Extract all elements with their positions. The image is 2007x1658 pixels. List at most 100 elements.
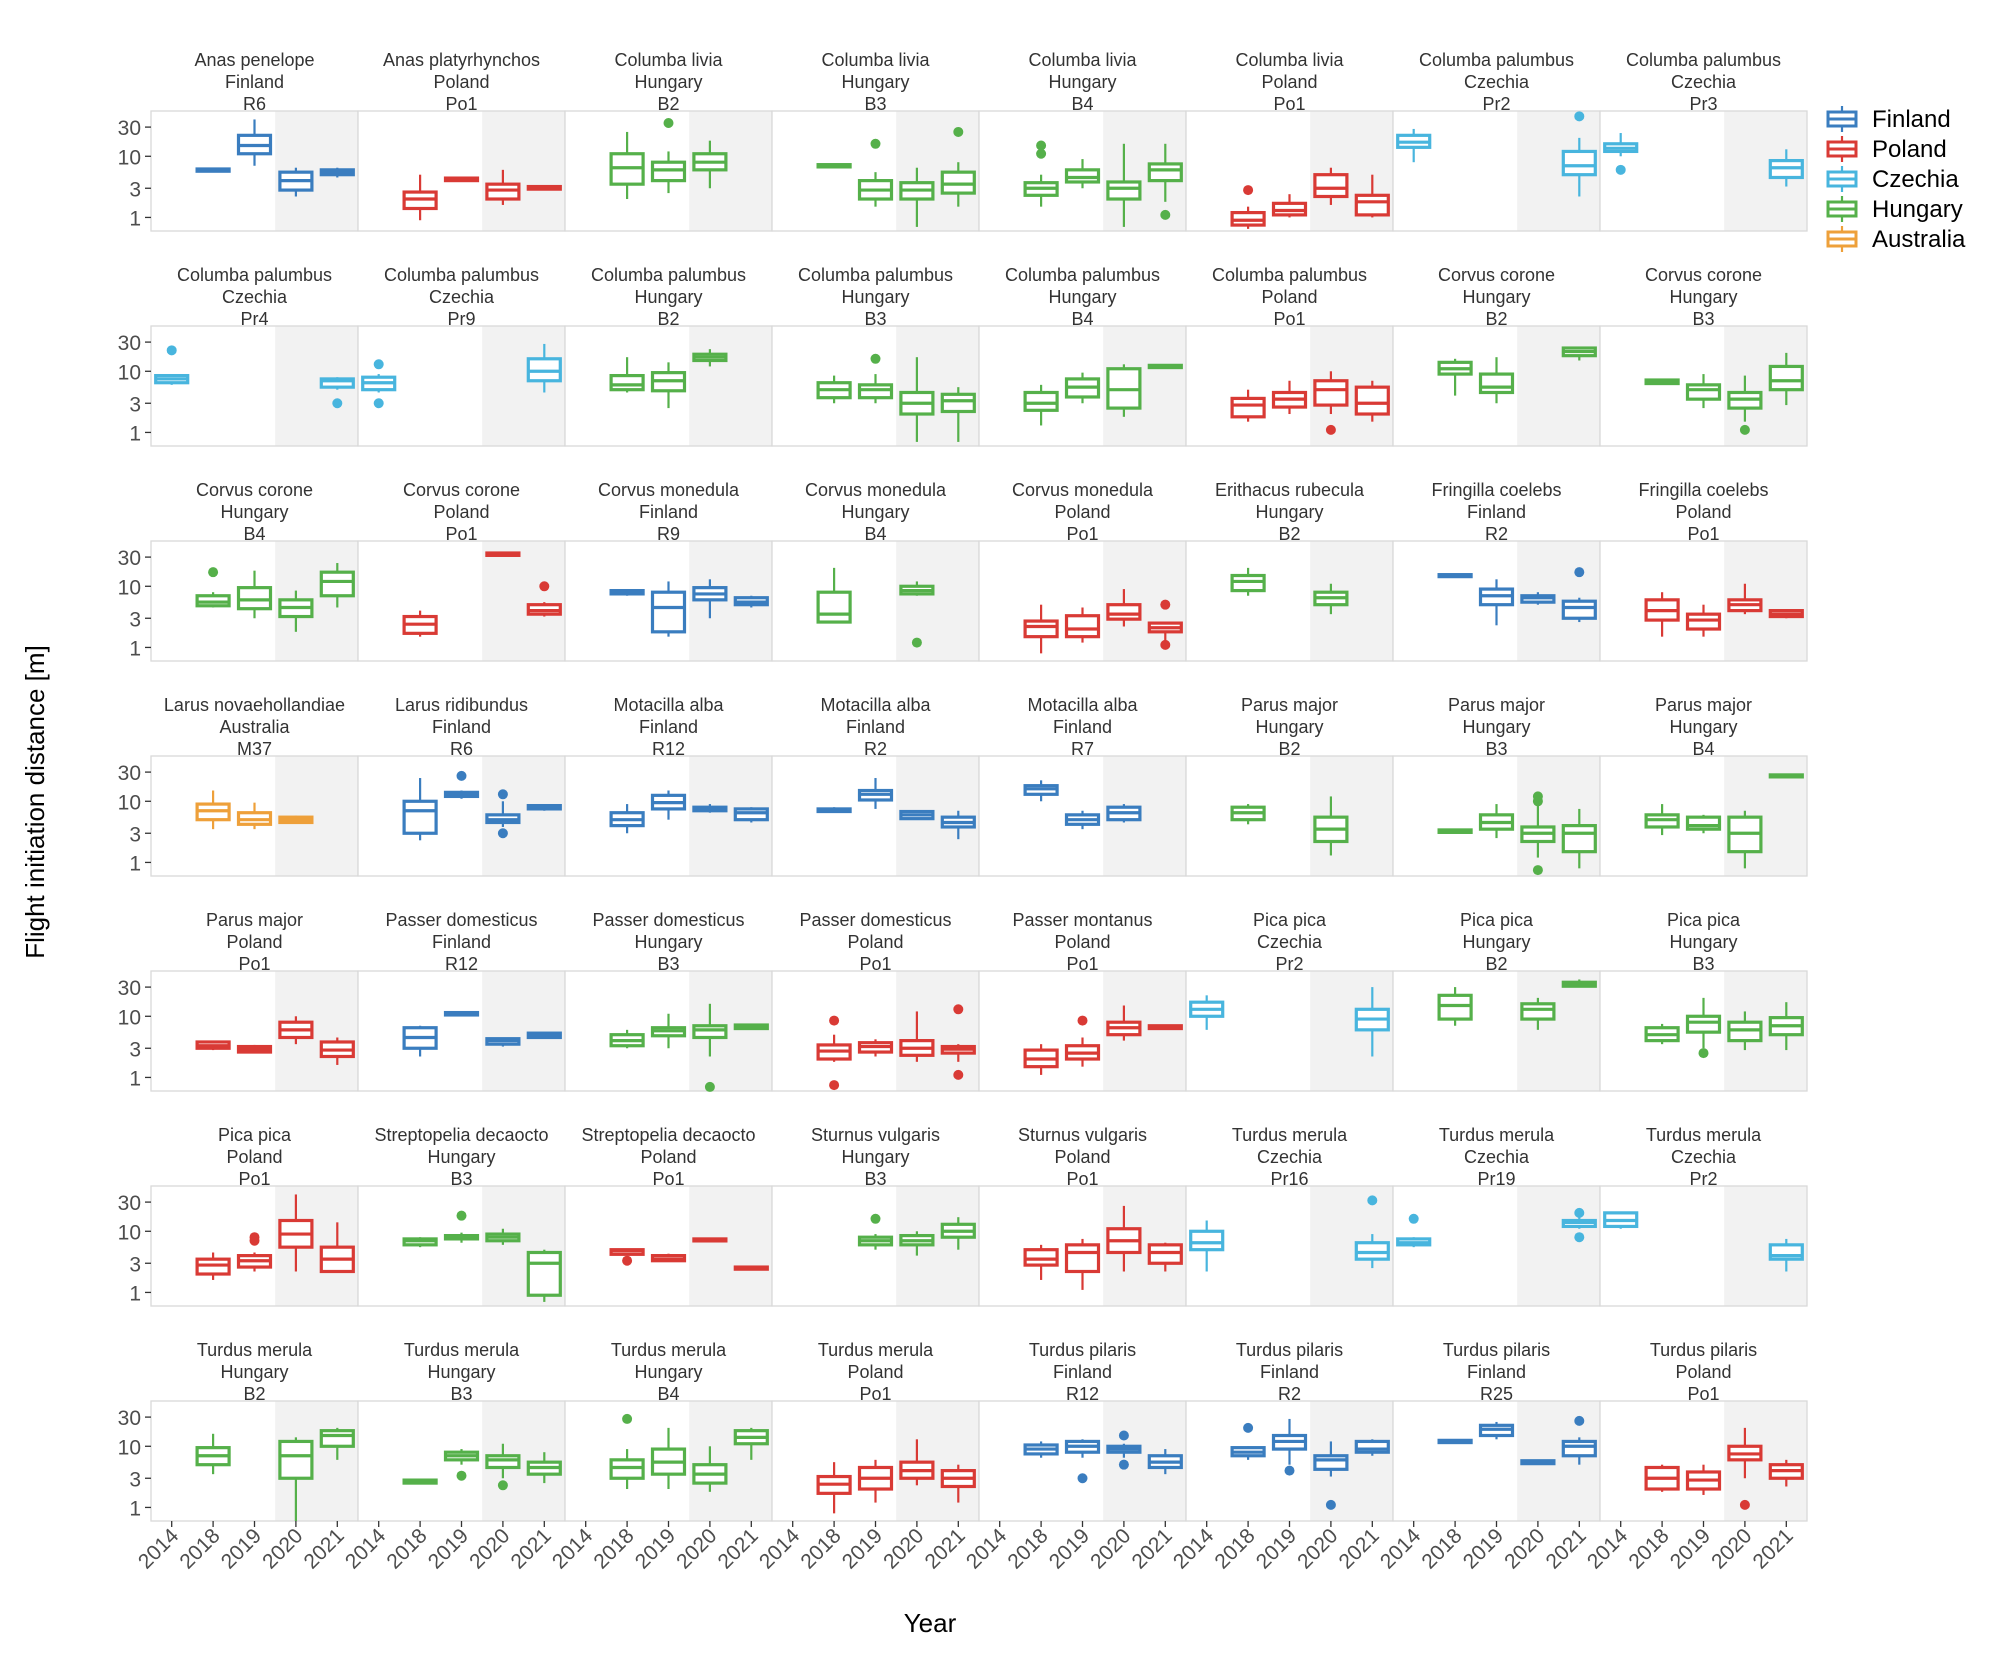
facet-label-country: Hungary [841, 502, 909, 522]
box-iqr [1023, 1248, 1059, 1267]
box-2021 [1561, 111, 1597, 197]
y-tick-label: 1 [129, 1282, 141, 1305]
box-iqr [1023, 390, 1059, 412]
facet-label-country: Finland [1260, 1362, 1319, 1382]
outlier-point [1408, 1213, 1419, 1224]
x-tick-label: 2019 [217, 1524, 266, 1573]
facet-label-country: Hungary [1048, 287, 1116, 307]
box-2021 [1147, 143, 1183, 220]
facet-label-site: Pr4 [240, 309, 268, 329]
box-2020 [899, 1011, 935, 1062]
facet-label-species: Turdus merula [404, 1340, 520, 1360]
box-2021 [1561, 567, 1597, 623]
facet-label-country: Czechia [1257, 932, 1323, 952]
outlier-point [870, 353, 881, 364]
box-2018 [1437, 1438, 1473, 1445]
box-2018 [195, 1433, 231, 1475]
x-tick-label: 2020 [258, 1524, 307, 1573]
box-2020 [1106, 1205, 1142, 1272]
outlier-point [1160, 599, 1171, 610]
box-2020 [278, 167, 314, 197]
box-iqr [1685, 815, 1722, 831]
box-2020 [1727, 810, 1763, 869]
box-2018 [1437, 573, 1473, 579]
facet-label-site: Po1 [445, 94, 477, 114]
facet-label-species: Columba palumbus [798, 265, 953, 285]
y-axis-label: Flight initiation distance [m] [20, 645, 50, 959]
box-2018 [1023, 604, 1059, 654]
box-2020 [485, 789, 521, 839]
box-2020 [485, 1443, 521, 1491]
outlier-point [1615, 164, 1626, 175]
facet-label-site: B3 [657, 954, 679, 974]
y-tick-label: 3 [129, 1468, 141, 1491]
facet-label-species: Pica pica [1460, 910, 1534, 930]
x-tick-label: 2020 [465, 1524, 514, 1573]
box-2020 [278, 590, 314, 632]
facet-label-site: R2 [1485, 524, 1508, 544]
shaded-period [1517, 971, 1600, 1091]
box-2019 [1064, 159, 1101, 189]
box-2019 [1478, 1421, 1515, 1440]
outlier-point [1325, 1499, 1336, 1510]
box-2020 [1106, 143, 1142, 227]
x-tick-label: 2020 [879, 1524, 928, 1573]
box-2019 [650, 1253, 687, 1263]
box-2019 [650, 1013, 687, 1049]
box-2020 [899, 581, 935, 648]
box-2018 [609, 588, 645, 596]
facet-label-species: Columba livia [821, 50, 930, 70]
box-iqr [1478, 372, 1515, 395]
facet-label-site: Po1 [859, 1384, 891, 1404]
box-2019 [1064, 372, 1101, 404]
box-2021 [526, 803, 562, 811]
box-iqr [1106, 180, 1142, 201]
box-2020 [1313, 167, 1349, 205]
facet-label-species: Motacilla alba [820, 695, 931, 715]
y-tick-label: 1 [129, 422, 141, 445]
legend-label: Australia [1872, 226, 1966, 253]
box-2014 [1603, 133, 1639, 175]
facet-label-country: Poland [226, 1147, 282, 1167]
shaded-period [482, 111, 565, 231]
box-2020 [278, 1016, 314, 1045]
facet-label-species: Columba livia [1235, 50, 1344, 70]
facet-label-species: Corvus monedula [598, 480, 740, 500]
box-2019 [1478, 804, 1515, 839]
box-2021 [319, 563, 355, 608]
facet-label-species: Turdus merula [1646, 1125, 1762, 1145]
box-2020 [485, 551, 521, 557]
outlier-point [1077, 1015, 1088, 1026]
facet-label-site: Po1 [1066, 1169, 1098, 1189]
box-2020 [1520, 592, 1556, 605]
facet-label-site: Pr2 [1482, 94, 1510, 114]
facet-label-site: Po1 [1273, 309, 1305, 329]
facet-label-site: Pr9 [447, 309, 475, 329]
box-2018 [402, 174, 438, 221]
box-2021 [1768, 773, 1804, 779]
facet-label-site: B2 [1278, 739, 1300, 759]
box-2019 [1064, 810, 1101, 830]
box-2019 [1271, 194, 1308, 218]
outlier-point [622, 1255, 633, 1266]
panel-border [1599, 970, 1808, 1092]
facet-label-site: R12 [652, 739, 685, 759]
box-2020 [278, 1437, 314, 1521]
box-2019 [1064, 1015, 1101, 1067]
facet-label-species: Turdus merula [611, 1340, 727, 1360]
box-2018 [1230, 567, 1266, 596]
facet-label-country: Czechia [1464, 1147, 1530, 1167]
box-2018 [1644, 378, 1680, 386]
facet-label-species: Motacilla alba [613, 695, 724, 715]
box-2018 [1023, 1441, 1059, 1458]
facet-label-species: Corvus corone [1645, 265, 1762, 285]
facet-label-country: Hungary [220, 502, 288, 522]
x-tick-label: 2019 [1252, 1524, 1301, 1573]
